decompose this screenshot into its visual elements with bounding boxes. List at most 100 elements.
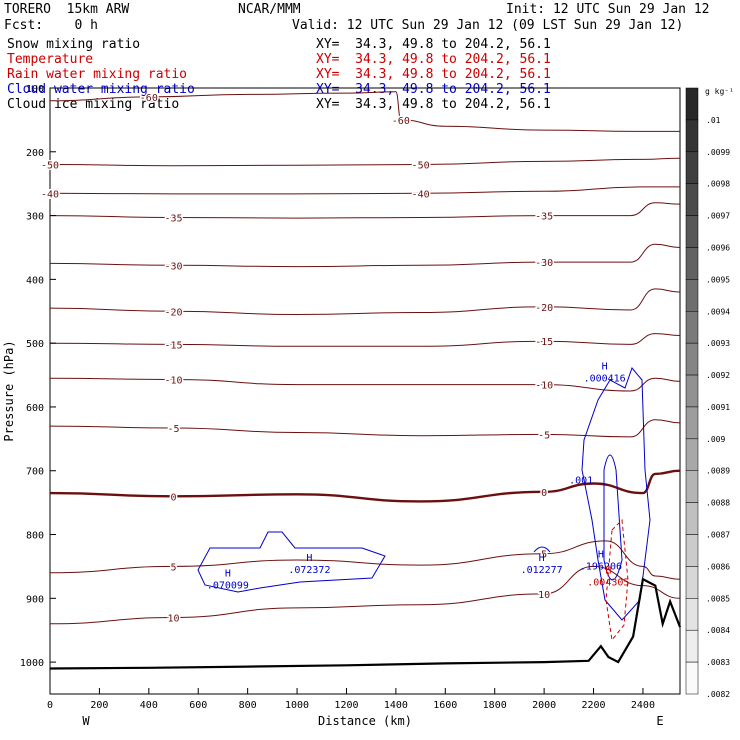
- y-tick-label-4: 600: [26, 403, 44, 414]
- colorbar-unit: g kg⁻¹: [705, 87, 734, 96]
- cloud-max-value-4: .000416: [584, 373, 626, 384]
- colorbar-swatch-15: [685, 566, 699, 599]
- colorbar-label-0: .01: [706, 116, 721, 125]
- isotherm-line-5: [49, 288, 681, 316]
- isotherm-label-7-0: -10: [164, 376, 182, 387]
- colorbar-label-14: .0086: [706, 562, 730, 571]
- cloud-contours-layer: [49, 367, 682, 670]
- isotherm-label-3-0: -35: [164, 213, 182, 224]
- isotherm-label-8-0: -5: [168, 424, 180, 435]
- colorbar-label-7: .0093: [706, 339, 730, 348]
- cloud-max-marker-3: H: [598, 550, 604, 561]
- isotherm-line-9: [49, 469, 681, 503]
- annotations-layer: H.072372H.070099H.012277H.196206H.000416…: [207, 361, 630, 591]
- isotherm-label-1-0: -50: [41, 161, 59, 172]
- colorbar-swatch-7: [685, 311, 699, 344]
- x-tick-label-9: 1800: [483, 700, 507, 711]
- terrain-line: [49, 577, 682, 670]
- isotherm-label-9-1: 0: [541, 488, 547, 499]
- isotherm-label-3-1: -35: [535, 212, 553, 223]
- y-tick-label-0: 1000: [20, 658, 44, 669]
- init-time: Init: 12 UTC Sun 29 Jan 12: [506, 2, 710, 17]
- forecast-hour: Fcst: 0 h: [4, 18, 98, 33]
- cloud-max-value-5: .001: [569, 475, 593, 486]
- colorbar-label-2: .0098: [706, 180, 730, 189]
- isotherm-label-1-1: -50: [412, 161, 430, 172]
- y-axis-title: Pressure (hPa): [2, 340, 16, 441]
- colorbar-label-15: .0085: [706, 594, 730, 603]
- isotherm-line-10: [49, 540, 681, 580]
- x-tick-label-0: 0: [47, 700, 53, 711]
- x-tick-label-8: 1600: [433, 700, 457, 711]
- isotherm-label-11-1: 10: [538, 590, 550, 601]
- isotherm-label-6-1: -15: [535, 337, 553, 348]
- isotherm-label-7-1: -10: [535, 381, 553, 392]
- rain-max-value-0: .004305: [587, 578, 629, 589]
- colorbar-swatch-16: [685, 598, 699, 631]
- x-tick-label-2: 400: [140, 700, 158, 711]
- colorbar-label-5: .0095: [706, 275, 730, 284]
- y-tick-label-9: 100: [26, 84, 44, 95]
- x-tick-label-10: 2000: [532, 700, 556, 711]
- colorbar-swatch-4: [685, 215, 699, 248]
- isotherm-label-4-1: -30: [535, 258, 553, 269]
- colorbar-label-13: .0087: [706, 531, 730, 540]
- colorbar-swatch-1: [685, 119, 699, 153]
- colorbar-swatch-12: [685, 470, 699, 503]
- colorbar-label-10: .009: [706, 435, 725, 444]
- isotherm-line-0: [49, 91, 680, 132]
- isotherm-label-4-0: -30: [164, 261, 182, 272]
- colorbar-label-17: .0083: [706, 658, 730, 667]
- model-title: TORERO 15km ARW: [4, 2, 130, 17]
- y-tick-label-1: 900: [26, 594, 44, 605]
- colorbar-label-8: .0092: [706, 371, 730, 380]
- isotherm-line-1: [49, 157, 681, 167]
- cloud-max-marker-4: H: [602, 361, 608, 372]
- isotherm-label-5-1: -20: [535, 303, 553, 314]
- colorbar-label-11: .0089: [706, 467, 730, 476]
- colorbar-swatch-10: [685, 406, 699, 440]
- x-tick-label-5: 1000: [285, 700, 309, 711]
- isotherm-label-10-0: 5: [171, 562, 177, 573]
- colorbar-swatch-14: [685, 534, 699, 567]
- colorbar-swatch-9: [685, 374, 699, 408]
- colorbar-swatch-13: [685, 502, 699, 535]
- colorbar-swatch-0: [685, 87, 699, 121]
- isotherm-line-3: [49, 202, 681, 219]
- isotherm-label-2-0: -40: [41, 189, 59, 200]
- legend-rain-xy: XY= 34.3, 49.8 to 204.2, 56.1: [316, 67, 551, 82]
- colorbar-swatch-17: [685, 629, 699, 663]
- rain-max-marker-0: H: [605, 566, 611, 577]
- isotherms-layer: -60-60-50 -50-40 -40-35 -35-30 -30-20 -20-15-…: [39, 91, 681, 626]
- colorbar-label-1: .0099: [706, 148, 730, 157]
- x-tick-label-3: 600: [189, 700, 207, 711]
- cloud-max-value-1: .070099: [207, 581, 249, 592]
- legend-snow-xy: XY= 34.3, 49.8 to 204.2, 56.1: [316, 37, 551, 52]
- legend-temperature-xy: XY= 34.3, 49.8 to 204.2, 56.1: [316, 52, 551, 67]
- cloud-water-contour-small: [533, 546, 551, 553]
- colorbar-label-18: .0082: [706, 690, 730, 699]
- cloud-max-marker-0: H: [306, 553, 312, 564]
- colorbar-swatch-3: [685, 183, 699, 216]
- east-label: E: [656, 714, 663, 728]
- colorbar-label-12: .0088: [706, 499, 730, 508]
- x-axis-title: Distance (km): [318, 714, 412, 728]
- y-tick-label-5: 500: [26, 339, 44, 350]
- colorbar-label-6: .0094: [706, 307, 730, 316]
- colorbar-swatch-8: [685, 342, 699, 376]
- legend-cloud-ice-xy: XY= 34.3, 49.8 to 204.2, 56.1: [316, 97, 551, 112]
- x-tick-label-1: 200: [90, 700, 108, 711]
- y-tick-label-6: 400: [26, 275, 44, 286]
- y-tick-label-2: 800: [26, 531, 44, 542]
- isotherm-label-11-0: 10: [168, 613, 180, 624]
- legend-cloud-water: Cloud water mixing ratio: [7, 82, 195, 97]
- isotherm-line-6: [49, 333, 681, 347]
- cloud-max-value-0: .072372: [288, 565, 330, 576]
- org-label: NCAR/MMM: [238, 2, 301, 17]
- plot-frame: [49, 87, 681, 695]
- isotherm-label-9-0: 0: [171, 492, 177, 503]
- colorbar-label-9: .0091: [706, 403, 730, 412]
- colorbar-swatch-2: [685, 151, 699, 184]
- legend-snow: Snow mixing ratio: [7, 37, 141, 52]
